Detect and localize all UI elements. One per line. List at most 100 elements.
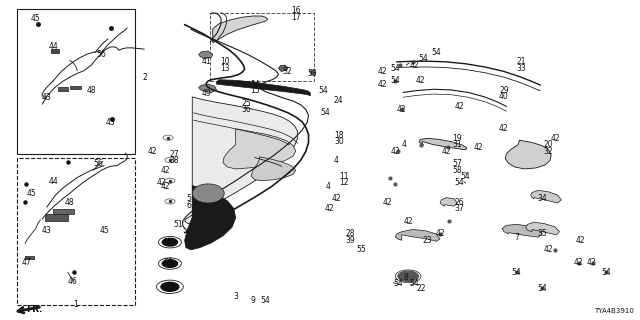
Text: 46: 46 <box>67 277 77 286</box>
Polygon shape <box>502 224 542 237</box>
Text: 54: 54 <box>393 279 403 288</box>
Text: 40: 40 <box>499 92 509 101</box>
Text: 42: 42 <box>587 258 596 267</box>
Text: 2: 2 <box>142 73 147 82</box>
Bar <box>210 13 314 81</box>
Text: 49: 49 <box>202 89 211 98</box>
Polygon shape <box>278 65 288 71</box>
Polygon shape <box>198 51 212 59</box>
Polygon shape <box>198 84 216 92</box>
Text: 8: 8 <box>404 273 408 282</box>
Text: 42: 42 <box>499 124 509 133</box>
Text: 47: 47 <box>21 258 31 267</box>
Polygon shape <box>53 209 74 214</box>
Text: 11: 11 <box>339 172 349 181</box>
Text: 29: 29 <box>499 86 509 95</box>
Text: 3: 3 <box>233 292 238 301</box>
Text: 13: 13 <box>221 64 230 73</box>
Circle shape <box>163 260 177 268</box>
Text: 42: 42 <box>474 143 483 152</box>
Polygon shape <box>184 97 298 224</box>
Text: 36: 36 <box>242 105 252 114</box>
Text: 54: 54 <box>461 172 470 181</box>
Text: 42: 42 <box>161 166 170 175</box>
Text: 39: 39 <box>346 236 356 245</box>
Text: 42: 42 <box>403 217 413 226</box>
Text: 45: 45 <box>106 118 115 127</box>
Text: 54: 54 <box>410 279 419 288</box>
Text: FR.: FR. <box>26 305 42 314</box>
Text: 33: 33 <box>516 64 526 73</box>
Text: 43: 43 <box>42 226 52 235</box>
Text: 42: 42 <box>378 67 387 76</box>
Text: 22: 22 <box>416 284 426 292</box>
Text: 9: 9 <box>250 296 255 305</box>
Text: 42: 42 <box>331 194 340 204</box>
Text: 30: 30 <box>334 137 344 146</box>
Polygon shape <box>505 140 551 169</box>
Text: 21: 21 <box>516 57 526 66</box>
Text: 42: 42 <box>382 197 392 206</box>
Polygon shape <box>184 186 236 250</box>
Text: 1: 1 <box>74 300 79 308</box>
Text: 41: 41 <box>202 57 211 66</box>
Text: 54: 54 <box>318 86 328 95</box>
Text: 54: 54 <box>601 268 611 277</box>
Text: 57: 57 <box>452 159 462 168</box>
Text: 54: 54 <box>512 268 522 277</box>
Text: 16: 16 <box>291 6 301 15</box>
Polygon shape <box>419 138 467 150</box>
Text: 27: 27 <box>170 150 179 159</box>
Text: 45: 45 <box>31 14 41 23</box>
Polygon shape <box>192 184 224 203</box>
Text: 48: 48 <box>65 197 74 206</box>
Text: 37: 37 <box>454 204 464 213</box>
Text: 53: 53 <box>307 69 317 78</box>
Text: 42: 42 <box>416 76 426 85</box>
Text: 51: 51 <box>173 220 183 229</box>
Text: 17: 17 <box>291 13 301 22</box>
Text: 54: 54 <box>538 284 547 292</box>
Text: 12: 12 <box>339 179 349 188</box>
Text: 20: 20 <box>544 140 554 149</box>
Text: 54: 54 <box>419 54 428 63</box>
Text: 4: 4 <box>402 140 407 149</box>
Text: 58: 58 <box>452 166 462 175</box>
Text: 45: 45 <box>26 189 36 198</box>
Text: 25: 25 <box>242 99 252 108</box>
Polygon shape <box>58 87 68 91</box>
Text: 15: 15 <box>250 86 260 95</box>
Text: 44: 44 <box>48 42 58 52</box>
Polygon shape <box>212 16 268 43</box>
Text: 19: 19 <box>452 134 462 143</box>
Text: 42: 42 <box>544 245 554 254</box>
Text: 54: 54 <box>390 76 400 85</box>
Text: 48: 48 <box>86 86 96 95</box>
Text: 42: 42 <box>148 147 157 156</box>
Polygon shape <box>51 49 60 53</box>
Text: 10: 10 <box>221 57 230 66</box>
Text: 42: 42 <box>435 229 445 238</box>
Text: 42: 42 <box>397 105 406 114</box>
Text: 42: 42 <box>550 134 560 143</box>
Text: 4: 4 <box>325 182 330 191</box>
Text: 50: 50 <box>163 284 173 292</box>
Text: 7: 7 <box>515 233 519 242</box>
Text: 54: 54 <box>390 64 400 73</box>
Text: 56: 56 <box>97 50 106 59</box>
Polygon shape <box>251 157 296 181</box>
Text: 32: 32 <box>544 147 554 156</box>
Text: TYA4B3910: TYA4B3910 <box>595 308 634 314</box>
Text: 42: 42 <box>576 236 586 245</box>
Text: 54: 54 <box>320 108 330 117</box>
Text: 23: 23 <box>422 236 432 245</box>
Text: 14: 14 <box>250 80 260 89</box>
Text: 24: 24 <box>333 96 342 105</box>
Polygon shape <box>525 222 559 235</box>
Bar <box>17 158 135 305</box>
Text: 55: 55 <box>356 245 366 254</box>
Text: 45: 45 <box>99 226 109 235</box>
Text: 43: 43 <box>42 93 52 102</box>
Text: 50: 50 <box>163 238 173 247</box>
Polygon shape <box>216 80 310 96</box>
